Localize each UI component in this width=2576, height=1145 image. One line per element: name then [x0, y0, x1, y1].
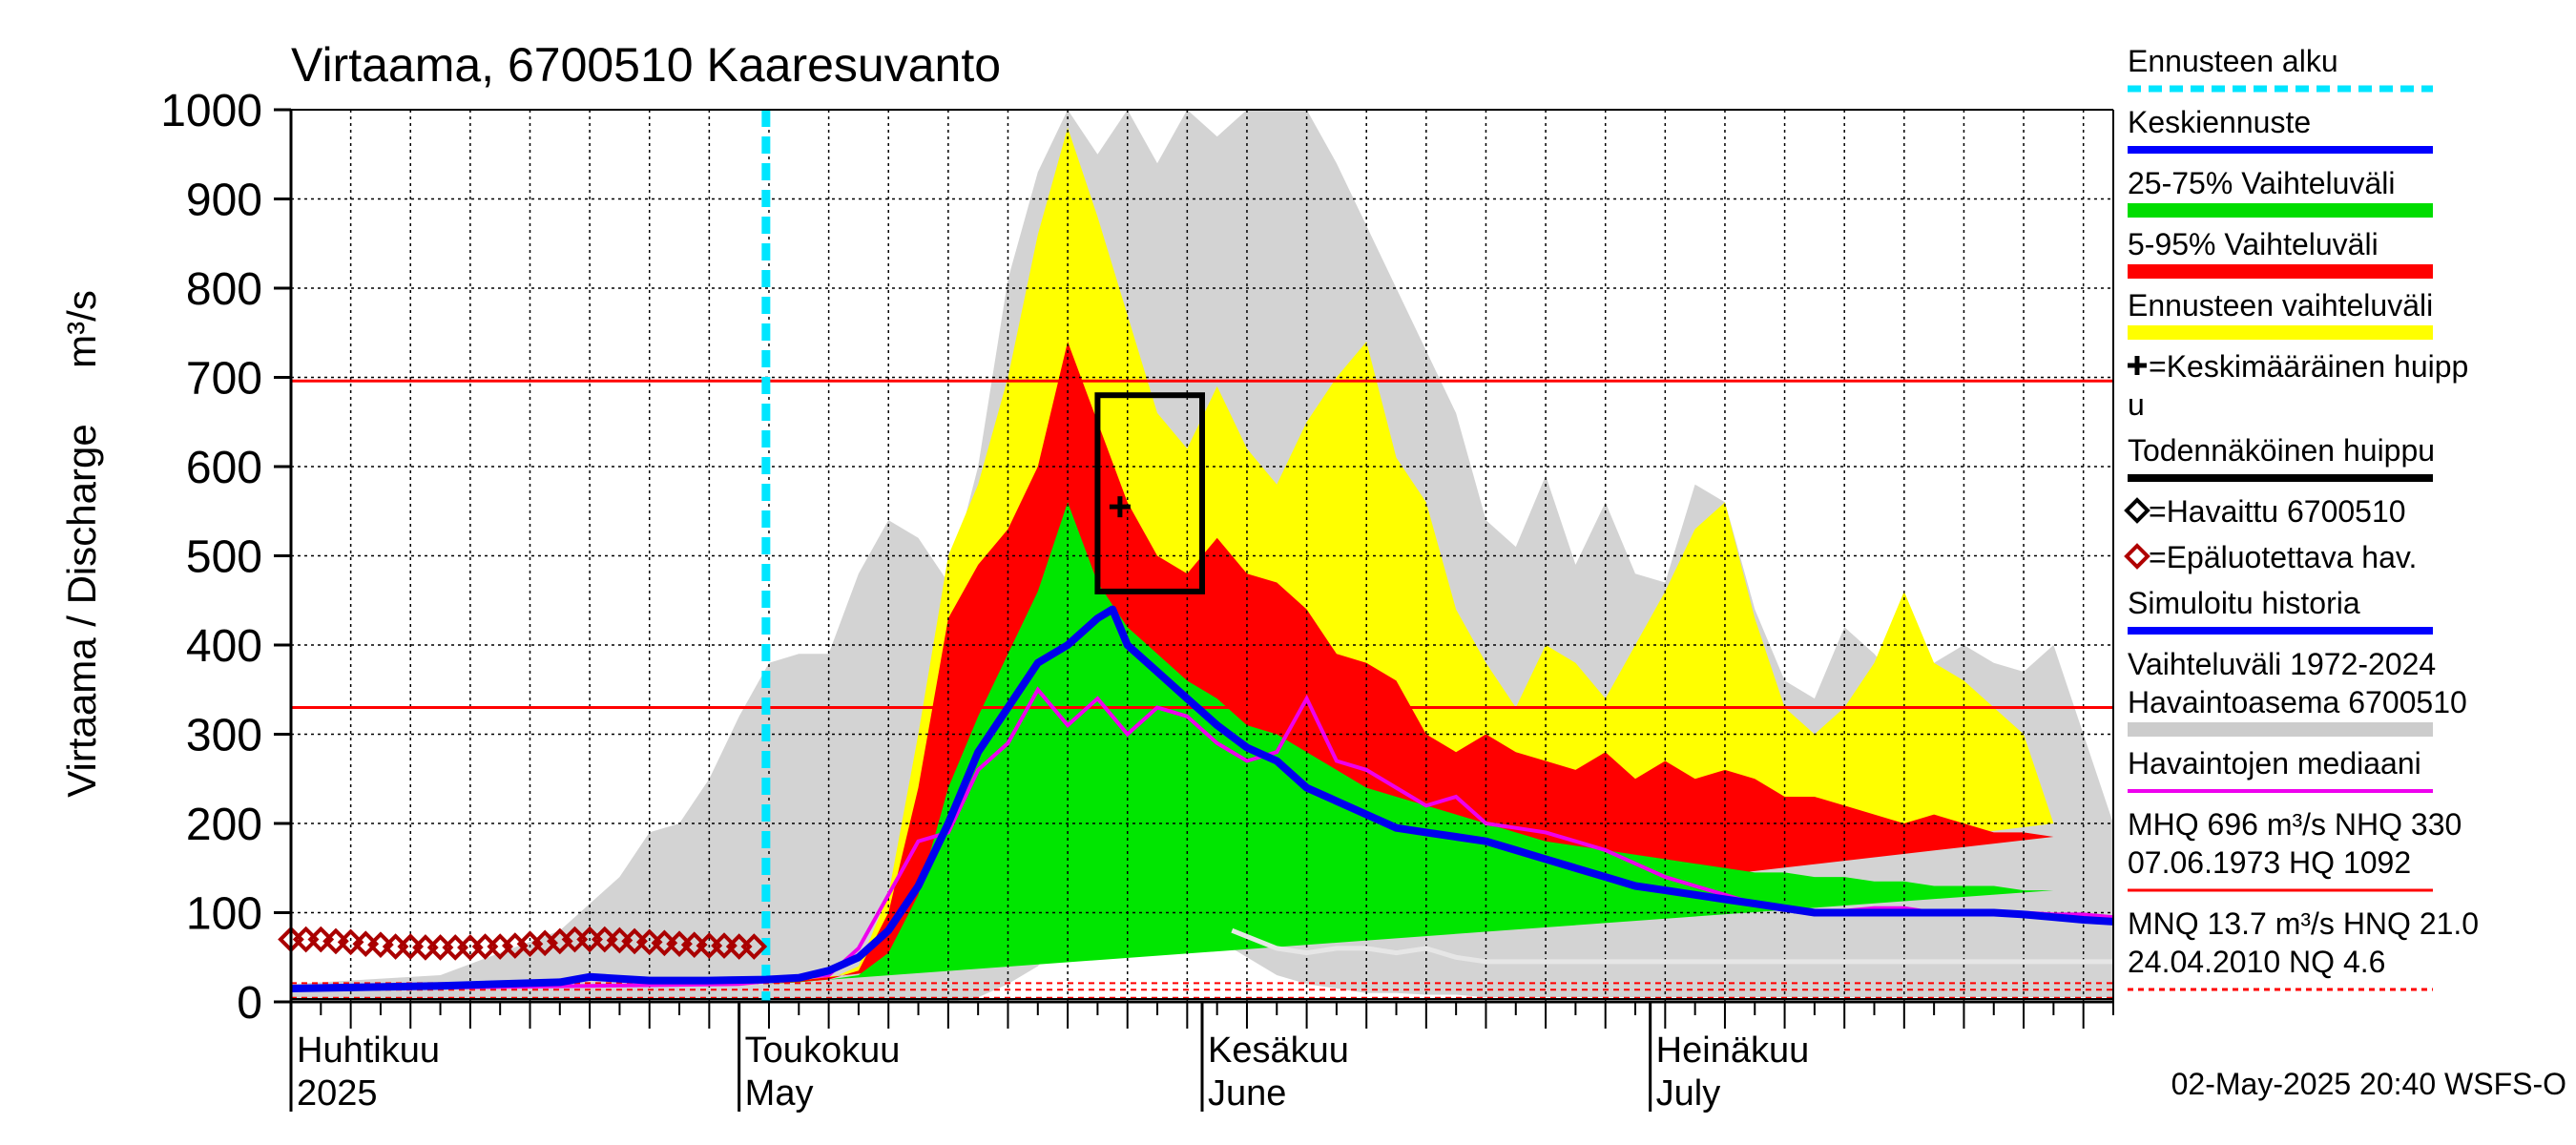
y-tick-label: 0	[237, 978, 262, 1029]
observed-median-line	[290, 686, 2114, 990]
month-label-en: June	[1208, 1073, 1286, 1114]
legend-label: Ennusteen alku	[2128, 44, 2338, 78]
average-peak-marker	[1109, 496, 1131, 518]
month-label-en: May	[745, 1073, 814, 1114]
y-tick-label: 800	[186, 264, 262, 315]
legend-label-line2: Havaintoasema 6700510	[2128, 685, 2467, 719]
legend-label: MNQ 13.7 m³/s HNQ 21.0	[2128, 906, 2479, 941]
unreliable-observation-marker	[337, 928, 364, 956]
legend-swatch	[2128, 722, 2433, 737]
unreliable-observation-marker	[307, 926, 335, 953]
legend-label: 25-75% Vaihteluväli	[2128, 166, 2395, 200]
chart-title: Virtaama, 6700510 Kaaresuvanto	[291, 38, 1001, 92]
legend-label: =Epäluotettava hav.	[2149, 540, 2417, 574]
legend-label: 5-95% Vaihteluväli	[2128, 227, 2379, 261]
y-tick-label: 700	[186, 354, 262, 405]
legend-swatch	[2128, 325, 2433, 340]
legend: Ennusteen alku Keskiennuste 25-75% Vaihtel…	[2124, 44, 2479, 991]
legend-marker-diamond	[2124, 543, 2150, 570]
legend-label: Vaihteluväli 1972-2024	[2128, 647, 2436, 681]
y-tick-label: 600	[186, 443, 262, 493]
y-tick-label: 300	[186, 711, 262, 761]
legend-label-line2: 07.06.1973 HQ 1092	[2128, 845, 2411, 880]
legend-label: =Havaittu 6700510	[2149, 494, 2406, 529]
unreliable-observation-marker	[367, 931, 394, 958]
y-tick-label: 200	[186, 800, 262, 850]
legend-label: Keskiennuste	[2128, 105, 2311, 139]
y-tick-label: 100	[186, 889, 262, 940]
y-tick-label: 1000	[160, 86, 262, 136]
probable-peak-box	[1094, 392, 1205, 594]
month-label-fi: Heinäkuu	[1656, 1030, 1810, 1071]
y-axis-label: Virtaama / Discharge	[59, 424, 104, 797]
legend-label: Simuloitu historia	[2128, 586, 2360, 620]
legend-swatch	[2128, 264, 2433, 279]
markers-layer	[278, 392, 1205, 961]
legend-label-line2: 24.04.2010 NQ 4.6	[2128, 945, 2385, 979]
unreliable-observation-marker	[740, 933, 768, 960]
y-tick-label: 900	[186, 176, 262, 226]
month-label-fi: Kesäkuu	[1208, 1030, 1349, 1071]
legend-label: MHQ 696 m³/s NHQ 330	[2128, 807, 2462, 842]
y-tick-label: 400	[186, 621, 262, 672]
mean-forecast-line	[290, 605, 2114, 992]
y-tick-label: 500	[186, 532, 262, 583]
axes-layer: 0 100 200 300 400 500 600 700 800 900 1000 Huhtikuu…	[160, 86, 2114, 1114]
legend-label: Todennäköinen huippu	[2128, 433, 2435, 468]
series-lines-layer	[290, 605, 2114, 992]
legend-label: =Keskimääräinen huipp	[2149, 349, 2468, 384]
legend-label: Havaintojen mediaani	[2128, 746, 2421, 781]
legend-swatch	[2128, 203, 2433, 218]
month-label-fi: Huhtikuu	[297, 1030, 440, 1071]
historical-min-line	[1231, 927, 2113, 965]
timestamp: 02-May-2025 20:40 WSFS-O	[2171, 1067, 2566, 1101]
month-label-en: 2025	[297, 1073, 378, 1114]
legend-marker-plus	[2128, 356, 2147, 375]
month-label-en: July	[1656, 1073, 1721, 1114]
legend-label-line2: u	[2128, 387, 2145, 422]
y-axis-unit: m³/s	[59, 290, 104, 368]
legend-marker-diamond	[2124, 497, 2150, 524]
month-label-fi: Toukokuu	[745, 1030, 901, 1071]
legend-label: Ennusteen vaihteluväli	[2128, 288, 2433, 323]
